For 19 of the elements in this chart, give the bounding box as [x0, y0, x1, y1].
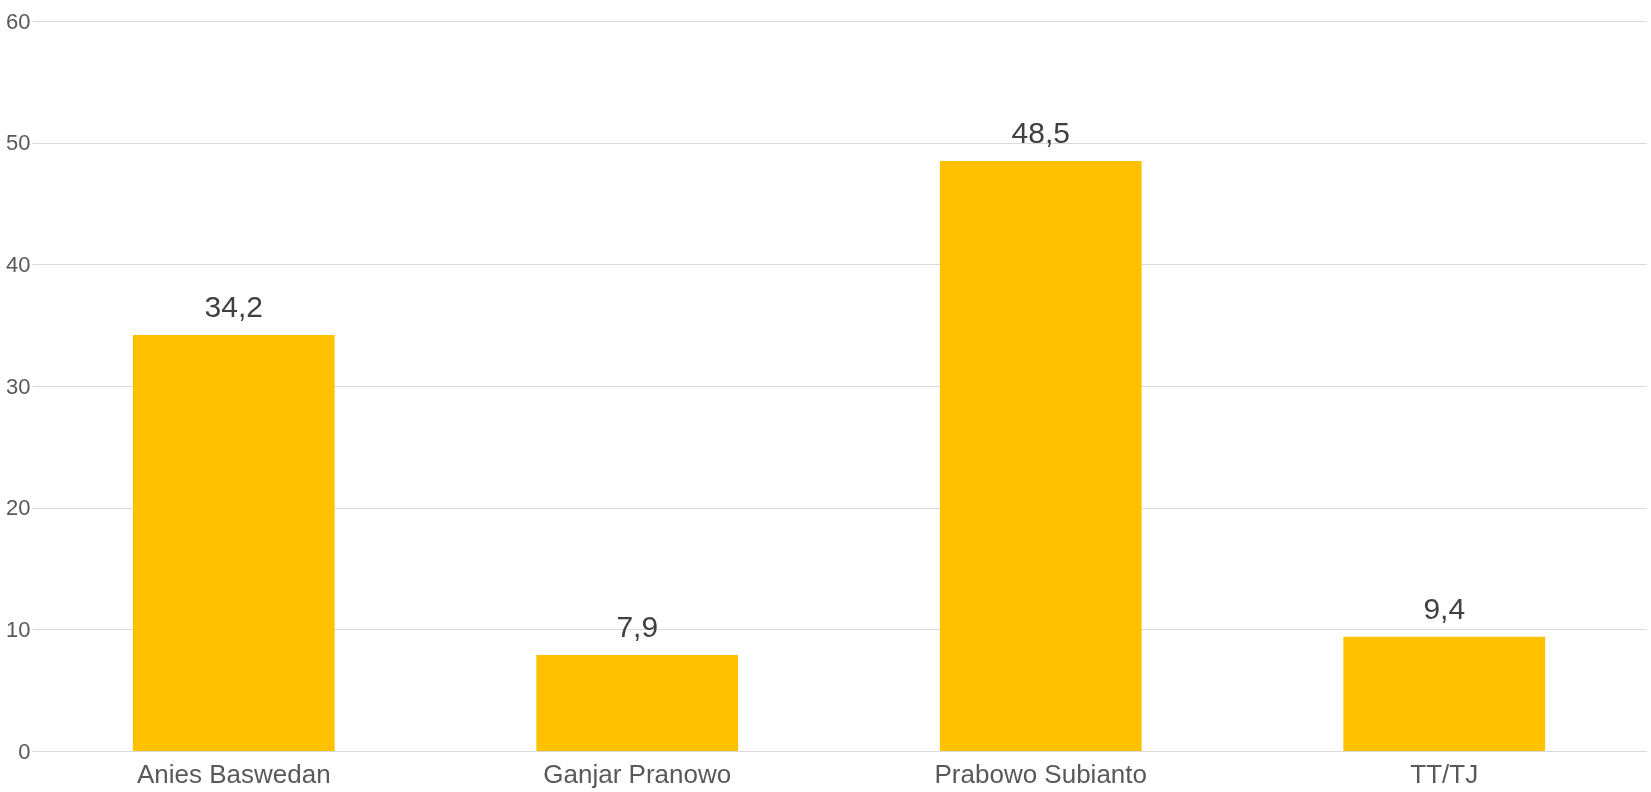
- bar: [132, 334, 335, 751]
- x-tick-label: Prabowo Subianto: [934, 758, 1147, 789]
- y-tick-label: 60: [6, 8, 31, 34]
- y-tick-label: 20: [6, 495, 31, 521]
- y-tick-label: 30: [6, 373, 31, 399]
- x-tick-label: Ganjar Pranowo: [543, 758, 732, 789]
- data-label: 48,5: [1011, 115, 1070, 149]
- x-tick-label: TT/TJ: [1410, 758, 1479, 789]
- bar: [536, 654, 739, 751]
- bar: [1343, 636, 1546, 751]
- y-tick-label: 0: [18, 738, 31, 764]
- data-label: 34,2: [204, 289, 263, 323]
- y-tick-label: 50: [6, 130, 31, 156]
- y-tick-label: 40: [6, 251, 31, 277]
- x-tick-label: Anies Baswedan: [136, 758, 331, 789]
- data-label: 9,4: [1423, 591, 1466, 625]
- y-tick-label: 10: [6, 616, 31, 642]
- data-label: 7,9: [616, 609, 659, 643]
- bar: [939, 160, 1142, 751]
